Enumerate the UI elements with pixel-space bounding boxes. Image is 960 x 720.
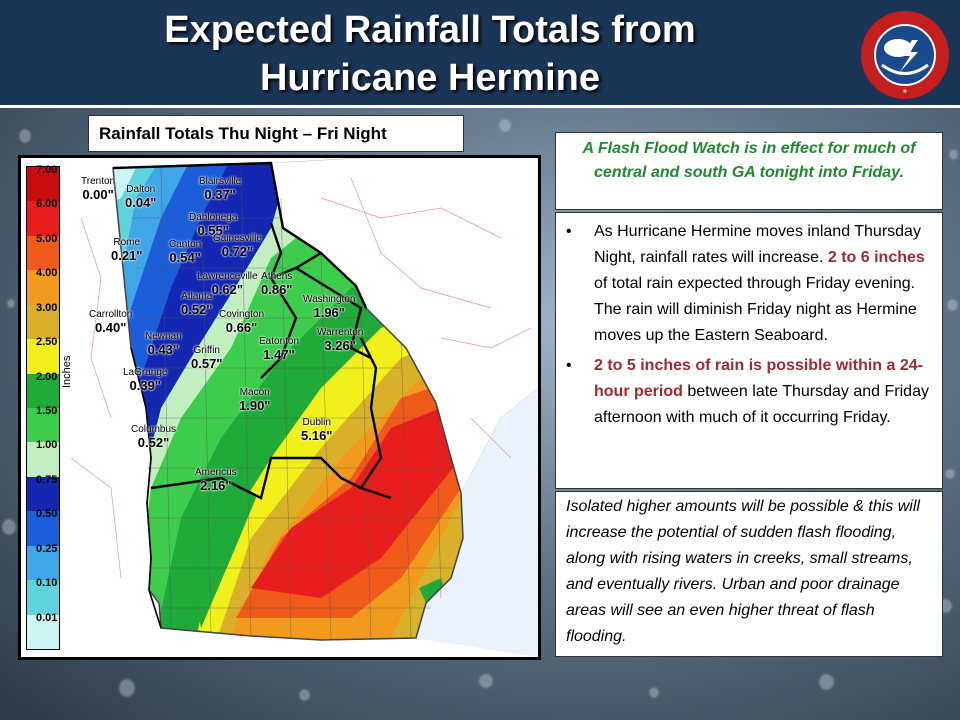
legend-label: 2.50 [36,336,58,349]
map-subtitle: Rainfall Totals Thu Night – Fri Night [88,115,464,152]
legend-swatch [27,373,59,408]
legend-label: 6.00 [36,198,58,211]
city-label: Gainesville 0.72" [213,233,262,259]
legend-unit-label: Inches [61,355,73,388]
legend-label: 5.00 [36,232,58,245]
legend-swatch [27,614,59,649]
georgia-rainfall-map [61,158,538,657]
legend-swatch [27,339,59,374]
legend-label: 1.00 [36,439,58,452]
city-label: Griffin 0.57" [191,345,223,371]
bullet-item-2: • 2 to 5 inches of rain is possible with… [556,353,934,431]
city-label: Lawrenceville 0.62" [197,271,258,297]
city-label: Canton 0.54" [169,239,202,265]
city-label: Covington 0.66" [219,309,265,335]
legend-swatch [27,167,59,202]
legend-label: 0.75 [36,473,58,486]
legend-swatch [27,408,59,443]
legend-label: 0.10 [36,577,58,590]
flash-flood-watch-box: A Flash Flood Watch is in effect for muc… [555,132,943,210]
legend-label: 3.00 [36,301,58,314]
legend-swatch [27,201,59,236]
city-label: Athens 0.86" [261,271,293,297]
city-label: Newnan 0.43" [145,331,182,357]
city-label: Blairsville 0.37" [199,176,242,202]
city-label: Rome 0.21" [111,237,143,263]
city-label: Dalton 0.04" [125,184,157,210]
title-bar: Expected Rainfall Totals from Hurricane … [0,0,960,108]
legend-label: 0.50 [36,508,58,521]
nws-logo-icon: ★ [861,11,949,99]
legend-swatch [27,270,59,305]
legend-label: 7.00 [36,164,58,176]
rainfall-map: 7.00 6.00 5.00 4.00 3.00 2.50 2.00 1.50 1.00 0.75… [18,155,541,660]
legend-color-bar [26,166,60,650]
city-label: Macon 1.90" [239,387,271,413]
title-line-1: Expected Rainfall Totals from [164,9,696,51]
legend-swatch [27,580,59,615]
title-line-2: Hurricane Hermine [259,57,600,99]
legend-label: 0.01 [36,611,58,624]
city-label: Washington 1.96" [303,294,356,320]
legend-swatch [27,304,59,340]
bullet-marker: • [566,357,572,374]
city-label: Trenton 0.00" [81,176,116,202]
page-title: Expected Rainfall Totals from Hurricane … [80,6,780,102]
legend-swatch [27,476,59,512]
legend-swatch [27,511,59,546]
legend-swatch [27,235,59,271]
legend-label: 4.00 [36,267,58,280]
legend-swatch [27,442,59,477]
forecast-bullets: • As Hurricane Hermine moves inland Thur… [555,212,943,489]
city-label: Columbus 0.52" [131,424,177,450]
city-label: Warrenton 3.26" [317,327,364,353]
flash-flood-note-box: Isolated higher amounts will be possible… [555,491,943,657]
city-label: Dahlonega 0.55" [189,212,238,238]
legend-label: 0.25 [36,542,58,555]
svg-text:★: ★ [902,88,907,95]
city-label: Americus 2.16" [195,467,237,493]
legend-label: 2.00 [36,370,58,383]
bullet-marker: • [566,223,572,240]
city-label: Carrollton 0.40" [89,309,133,335]
legend-label: 1.50 [36,405,58,417]
city-label: Eatonton 1.47" [259,336,300,362]
bullet-item-1: • As Hurricane Hermine moves inland Thur… [556,219,934,349]
city-label: Dublin 5.16" [301,417,333,443]
city-label: LaGrange 0.39" [123,367,168,393]
city-label: Atlanta 0.52" [181,291,213,317]
legend-swatch [27,545,59,581]
